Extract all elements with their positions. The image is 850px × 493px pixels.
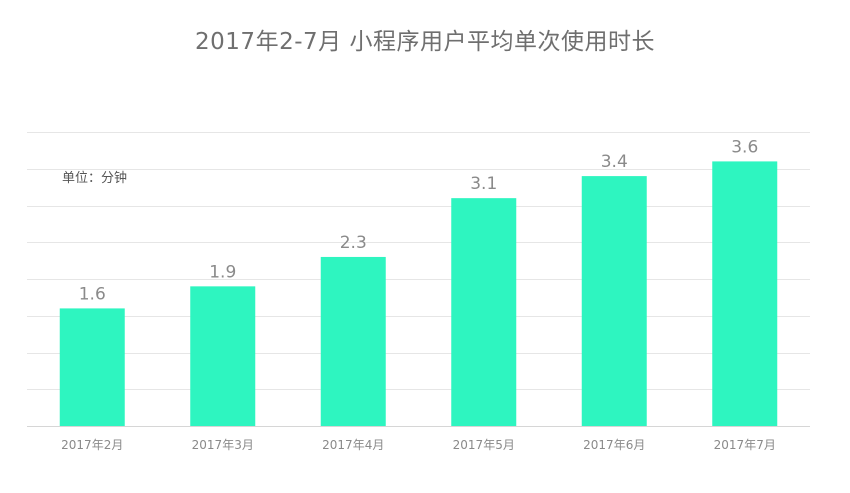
bar-1 xyxy=(59,308,125,426)
x-tick-labels: 2017年2月 2017年3月 2017年4月 2017年5月 2017年6月 2017年… xyxy=(61,438,776,452)
bar-5 xyxy=(581,176,647,426)
data-label-1: 1.6 xyxy=(79,284,106,304)
data-label-2: 1.9 xyxy=(209,262,236,282)
bars xyxy=(59,161,778,426)
data-label-5: 3.4 xyxy=(601,152,628,172)
x-tick-label-5: 2017年6月 xyxy=(583,438,645,452)
data-label-4: 3.1 xyxy=(470,174,497,194)
bar-6 xyxy=(712,161,778,426)
x-tick-label-2: 2017年3月 xyxy=(192,438,254,452)
bar-2 xyxy=(190,286,256,426)
data-label-6: 3.6 xyxy=(731,137,758,157)
x-tick-label-1: 2017年2月 xyxy=(61,438,123,452)
chart-title: 2017年2-7月 小程序用户平均单次使用时长 xyxy=(195,29,655,55)
unit-label: 单位：分钟 xyxy=(62,171,128,186)
data-label-3: 2.3 xyxy=(340,233,367,253)
x-tick-label-6: 2017年7月 xyxy=(714,438,776,452)
bar-3 xyxy=(320,256,386,426)
gridlines xyxy=(27,132,810,427)
bar-4 xyxy=(451,198,517,426)
x-tick-label-3: 2017年4月 xyxy=(322,438,384,452)
x-tick-label-4: 2017年5月 xyxy=(453,438,515,452)
data-labels: 1.6 1.9 2.3 3.1 3.4 3.6 xyxy=(79,137,759,304)
